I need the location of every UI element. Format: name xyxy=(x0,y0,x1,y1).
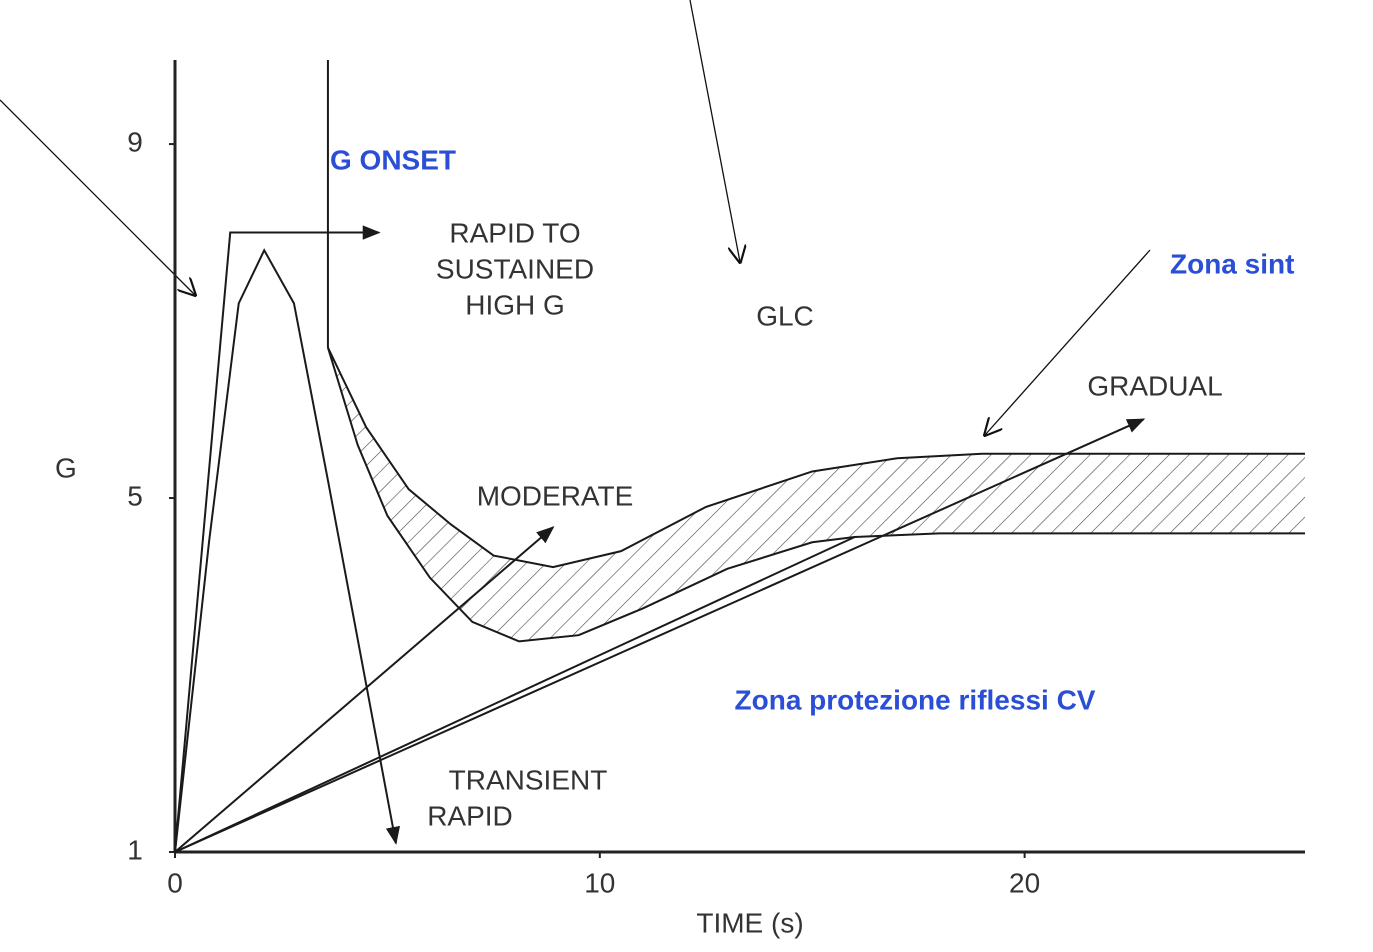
curve xyxy=(327,347,1305,569)
x-tick-label: 0 xyxy=(167,867,183,898)
x-axis-label: TIME (s) xyxy=(696,907,803,938)
y-axis-label: G xyxy=(55,452,77,483)
annotation: GRADUAL xyxy=(1087,370,1222,401)
x-tick-label: 20 xyxy=(1009,867,1040,898)
curve xyxy=(326,347,1305,643)
pointer-arrow xyxy=(0,99,195,295)
hatched-zone xyxy=(327,347,1305,642)
pointer-arrow xyxy=(689,0,740,262)
pointer-arrow xyxy=(985,249,1151,435)
annotation: Zona protezione riflessi CV xyxy=(735,684,1096,715)
y-tick-label: 5 xyxy=(127,480,143,511)
annotation: G ONSET xyxy=(330,144,456,175)
annotation: SUSTAINED xyxy=(436,253,594,284)
curve xyxy=(174,536,856,853)
annotation: TRANSIENT xyxy=(449,764,608,795)
annotation: RAPID TO xyxy=(449,217,580,248)
annotation: MODERATE xyxy=(477,480,634,511)
annotation: GLC xyxy=(756,300,814,331)
curve xyxy=(174,248,400,853)
y-tick-label: 1 xyxy=(127,834,143,865)
curve xyxy=(174,526,555,853)
x-tick-label: 10 xyxy=(584,867,615,898)
curve xyxy=(174,418,1146,853)
annotation: Zona sint xyxy=(1170,248,1294,279)
y-tick-label: 9 xyxy=(127,126,143,157)
curve xyxy=(174,225,381,853)
annotation: RAPID xyxy=(427,800,513,831)
annotation: HIGH G xyxy=(465,289,565,320)
